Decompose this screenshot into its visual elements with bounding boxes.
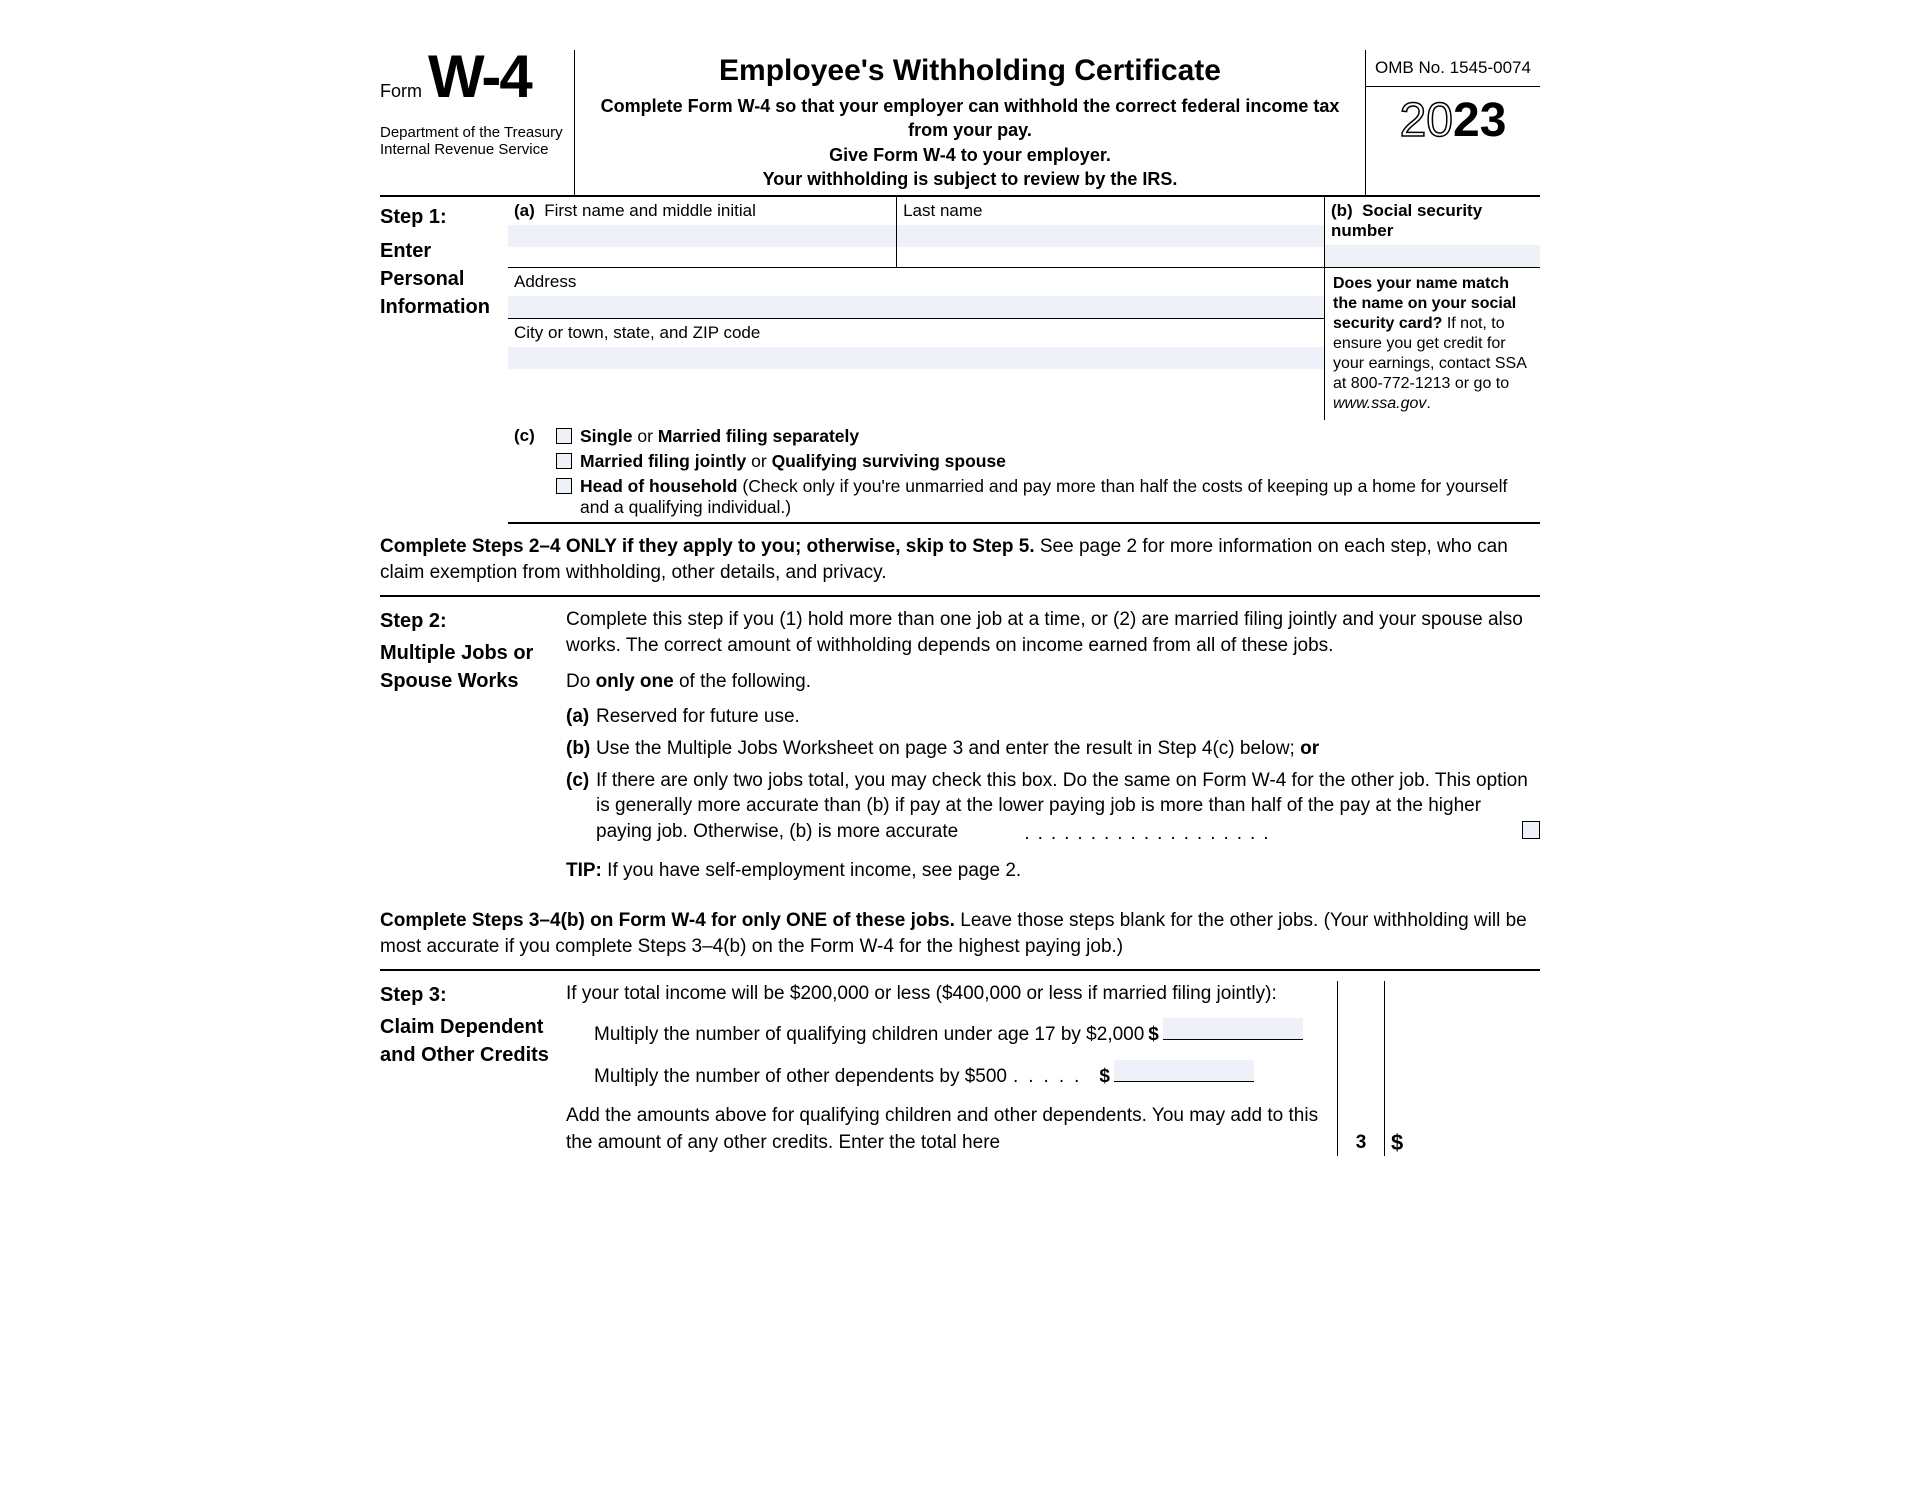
form-title: Employee's Withholding Certificate xyxy=(583,54,1357,88)
department: Department of the Treasury Internal Reve… xyxy=(380,124,574,159)
header-left: Form W-4 Department of the Treasury Inte… xyxy=(380,50,575,195)
other-dependents-line: Multiply the number of other dependents … xyxy=(566,1060,1337,1091)
checkbox-two-jobs[interactable] xyxy=(1522,821,1540,839)
step1: Step 1: Enter Personal Information (a) F… xyxy=(380,197,1540,524)
step1-label: Step 1: Enter Personal Information xyxy=(380,197,508,524)
step2-option-c: (c) If there are only two jobs total, yo… xyxy=(566,768,1540,847)
step1-fields: (a) First name and middle initial Last n… xyxy=(508,197,1540,524)
city-input[interactable] xyxy=(508,347,1324,369)
tax-year: 2023 xyxy=(1366,87,1540,148)
step2-option-b: (b) Use the Multiple Jobs Worksheet on p… xyxy=(566,736,1540,762)
checkbox-hoh[interactable] xyxy=(556,478,572,494)
firstname-input[interactable] xyxy=(508,225,896,247)
ssn-cell: (b) Social security number xyxy=(1325,197,1540,267)
filing-hoh: Head of household (Check only if you're … xyxy=(556,476,1540,518)
qualifying-children-line: Multiply the number of qualifying childr… xyxy=(566,1018,1337,1049)
step3-line-number-col: 3 xyxy=(1337,981,1385,1156)
lastname-input[interactable] xyxy=(897,225,1324,247)
checkbox-single[interactable] xyxy=(556,428,572,444)
filing-joint: Married filing jointly or Qualifying sur… xyxy=(556,451,1540,472)
form-header: Form W-4 Department of the Treasury Inte… xyxy=(380,50,1540,197)
header-right: OMB No. 1545-0074 2023 xyxy=(1365,50,1540,195)
step2-label: Step 2: Multiple Jobs or Spouse Works xyxy=(380,607,566,893)
form-word: Form xyxy=(380,81,422,102)
step2-option-a: (a) Reserved for future use. xyxy=(566,704,1540,730)
form-code: W-4 xyxy=(428,50,531,104)
address-block: Address City or town, state, and ZIP cod… xyxy=(508,268,1325,420)
other-dependents-amount[interactable] xyxy=(1114,1060,1254,1082)
w4-form: Form W-4 Department of the Treasury Inte… xyxy=(380,50,1540,1156)
step3-total-col[interactable]: $ xyxy=(1385,981,1540,1156)
filing-single: Single or Married filing separately xyxy=(556,426,1540,447)
checkbox-joint[interactable] xyxy=(556,453,572,469)
form-subtitle: Complete Form W-4 so that your employer … xyxy=(583,94,1357,191)
step3-label: Step 3: Claim Dependent and Other Credit… xyxy=(380,981,566,1156)
address-input[interactable] xyxy=(508,296,1324,318)
omb-number: OMB No. 1545-0074 xyxy=(1366,50,1540,87)
step2-body: Complete this step if you (1) hold more … xyxy=(566,607,1540,893)
lastname-cell: Last name xyxy=(897,197,1325,267)
qualifying-children-amount[interactable] xyxy=(1163,1018,1303,1040)
step3-body: If your total income will be $200,000 or… xyxy=(566,981,1337,1156)
instruction-steps-2-4: Complete Steps 2–4 ONLY if they apply to… xyxy=(380,524,1540,597)
step3: Step 3: Claim Dependent and Other Credit… xyxy=(380,971,1540,1156)
ssn-match-note: Does your name match the name on your so… xyxy=(1325,268,1540,420)
instruction-steps-3-4b: Complete Steps 3–4(b) on Form W-4 for on… xyxy=(380,894,1540,971)
header-center: Employee's Withholding Certificate Compl… xyxy=(575,50,1365,195)
step2: Step 2: Multiple Jobs or Spouse Works Co… xyxy=(380,597,1540,893)
ssn-input[interactable] xyxy=(1325,245,1540,267)
filing-status: (c) Single or Married filing separately … xyxy=(508,420,1540,524)
firstname-cell: (a) First name and middle initial xyxy=(508,197,897,267)
